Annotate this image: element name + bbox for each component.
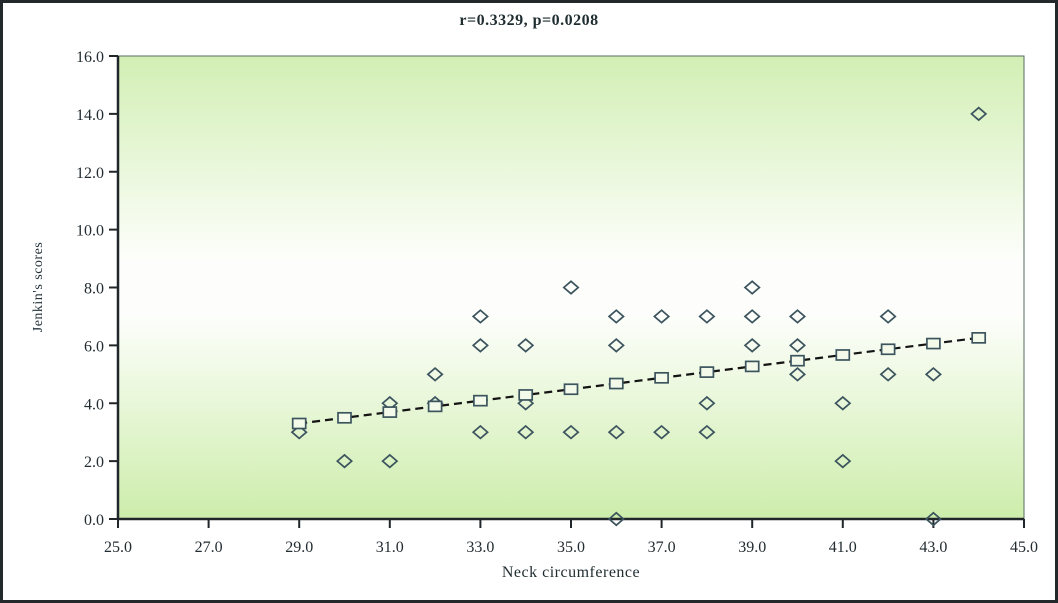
y-tick-label: 12.0 (76, 165, 104, 182)
data-point-diamond (653, 424, 671, 440)
y-tick-label: 8.0 (84, 281, 104, 298)
data-point-diamond (698, 424, 716, 440)
data-point-diamond (924, 511, 942, 527)
trend-line (299, 336, 979, 425)
x-axis-title: Neck circumference (501, 564, 641, 581)
data-point-diamond (743, 280, 761, 295)
trend-marker-square (473, 394, 488, 407)
data-point-diamond (653, 309, 671, 324)
trend-marker-square (427, 400, 443, 413)
trend-marker-square (971, 332, 987, 344)
y-tick-label: 6.0 (84, 338, 104, 355)
data-point-diamond (381, 453, 399, 469)
data-point-diamond (562, 280, 580, 295)
y-tick-label: 14.0 (76, 107, 104, 124)
data-point-diamond (471, 338, 489, 353)
data-point-diamond (970, 106, 988, 122)
data-point-diamond (834, 395, 852, 411)
trend-marker-square (337, 411, 352, 424)
data-point-diamond (743, 309, 761, 324)
x-tick-label: 37.0 (648, 539, 676, 556)
data-point-diamond (471, 424, 489, 440)
data-point-diamond (698, 395, 716, 411)
trend-marker-square (382, 406, 398, 418)
scatter-plot: 25.0 27.0 29.0 31.0 33.0 35.0 37.0 39.0 41.0 43.0… (76, 49, 1038, 556)
trend-marker-square (563, 383, 579, 396)
data-point-diamond (788, 338, 807, 353)
x-tick-label: 31.0 (376, 539, 404, 556)
x-tick-label: 43.0 (919, 539, 947, 556)
y-tick-label: 10.0 (76, 223, 104, 240)
trend-marker-square (291, 417, 307, 430)
trend-marker-square (926, 337, 941, 350)
y-axis-title: Jenkin's scores (31, 241, 46, 333)
x-tick-label: 45.0 (1010, 539, 1038, 556)
y-tick-label: 0.0 (84, 512, 104, 529)
x-tick-label: 27.0 (195, 539, 223, 556)
plot-area (117, 55, 1025, 520)
data-point-diamond (698, 309, 716, 324)
x-tick-label: 29.0 (285, 539, 313, 556)
y-tick-label: 16.0 (76, 49, 104, 66)
x-tick-label: 33.0 (466, 539, 494, 556)
data-point-diamond (607, 309, 625, 324)
data-point-diamond (471, 309, 489, 324)
data-point-diamond (335, 453, 354, 469)
data-point-diamond (426, 366, 444, 382)
trend-marker-square (835, 349, 851, 361)
trend-marker-square (744, 360, 760, 373)
y-tick-label: 2.0 (84, 454, 104, 471)
data-point-diamond (607, 424, 625, 440)
x-tick-label: 41.0 (829, 539, 857, 556)
data-point-diamond (788, 309, 807, 324)
data-point-diamond (743, 338, 761, 353)
data-point-diamond (834, 453, 852, 469)
data-point-diamond (607, 511, 625, 527)
trend-marker-square (654, 371, 669, 384)
data-point-diamond (879, 309, 897, 324)
y-tick-label: 4.0 (84, 396, 104, 413)
data-point-diamond (607, 338, 625, 353)
data-point-diamond (517, 424, 535, 440)
trend-marker-square (518, 389, 534, 401)
trend-marker-square (608, 377, 624, 390)
data-point-diamond (879, 366, 897, 382)
x-tick-label: 39.0 (738, 539, 766, 556)
data-point-diamond (562, 424, 580, 440)
data-point-diamond (517, 338, 535, 353)
trend-marker-square (880, 343, 896, 356)
data-point-diamond (924, 366, 942, 382)
data-point-diamond (788, 366, 807, 382)
trend-marker-square (790, 354, 805, 367)
x-tick-label: 35.0 (557, 539, 585, 556)
trend-marker-square (699, 366, 715, 378)
x-tick-label: 25.0 (104, 539, 132, 556)
chart-title: r=0.3329, p=0.0208 (459, 12, 599, 29)
